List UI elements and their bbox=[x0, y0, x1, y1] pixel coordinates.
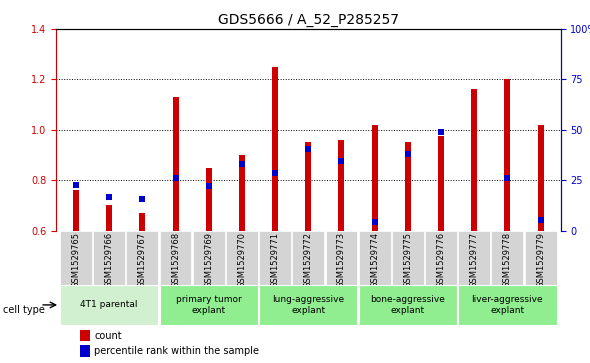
Text: GSM1529777: GSM1529777 bbox=[470, 232, 478, 288]
Text: GSM1529774: GSM1529774 bbox=[370, 232, 379, 288]
Text: GSM1529766: GSM1529766 bbox=[104, 232, 114, 288]
Bar bbox=[259, 231, 291, 285]
Text: GSM1529768: GSM1529768 bbox=[171, 232, 180, 288]
Text: GSM1529765: GSM1529765 bbox=[71, 232, 80, 288]
Text: GSM1529770: GSM1529770 bbox=[237, 232, 247, 288]
Bar bbox=[259, 285, 358, 325]
Bar bbox=[458, 285, 556, 325]
Text: GSM1529778: GSM1529778 bbox=[503, 232, 512, 288]
Bar bbox=[405, 142, 411, 231]
Text: bone-aggressive
explant: bone-aggressive explant bbox=[371, 295, 445, 315]
Text: GSM1529776: GSM1529776 bbox=[437, 232, 445, 288]
Bar bbox=[193, 231, 225, 285]
Bar bbox=[359, 285, 457, 325]
Text: GSM1529773: GSM1529773 bbox=[337, 232, 346, 288]
Bar bbox=[292, 231, 325, 285]
Bar bbox=[359, 231, 391, 285]
Bar bbox=[159, 231, 191, 285]
Text: liver-aggressive
explant: liver-aggressive explant bbox=[471, 295, 543, 315]
Bar bbox=[272, 67, 278, 231]
Bar bbox=[392, 231, 424, 285]
Bar bbox=[126, 231, 158, 285]
Bar bbox=[491, 231, 523, 285]
Text: lung-aggressive
explant: lung-aggressive explant bbox=[272, 295, 345, 315]
Text: GSM1529775: GSM1529775 bbox=[404, 232, 412, 288]
Text: GSM1529779: GSM1529779 bbox=[536, 232, 545, 288]
Bar bbox=[172, 97, 179, 231]
Bar bbox=[537, 125, 543, 231]
Bar bbox=[206, 168, 212, 231]
Text: percentile rank within the sample: percentile rank within the sample bbox=[94, 346, 260, 356]
Bar bbox=[372, 125, 378, 231]
Bar bbox=[525, 231, 556, 285]
Text: count: count bbox=[94, 331, 122, 341]
Bar bbox=[471, 90, 477, 231]
Bar bbox=[458, 231, 490, 285]
Text: GSM1529771: GSM1529771 bbox=[271, 232, 280, 288]
Bar bbox=[438, 136, 444, 231]
Bar bbox=[226, 231, 258, 285]
Bar bbox=[159, 285, 258, 325]
Bar bbox=[139, 213, 145, 231]
Bar bbox=[80, 345, 90, 357]
Text: primary tumor
explant: primary tumor explant bbox=[176, 295, 241, 315]
Bar bbox=[326, 231, 358, 285]
Text: GSM1529767: GSM1529767 bbox=[138, 232, 147, 288]
Bar bbox=[339, 140, 345, 231]
Bar bbox=[60, 231, 92, 285]
Bar bbox=[80, 330, 90, 341]
Text: GSM1529772: GSM1529772 bbox=[304, 232, 313, 288]
Title: GDS5666 / A_52_P285257: GDS5666 / A_52_P285257 bbox=[218, 13, 399, 26]
Text: GSM1529769: GSM1529769 bbox=[204, 232, 213, 288]
Text: cell type: cell type bbox=[3, 305, 45, 315]
Bar bbox=[60, 285, 158, 325]
Text: 4T1 parental: 4T1 parental bbox=[80, 301, 138, 309]
Bar bbox=[504, 79, 510, 231]
Bar bbox=[93, 231, 125, 285]
Bar bbox=[239, 155, 245, 231]
Bar bbox=[305, 142, 312, 231]
Bar bbox=[106, 205, 112, 231]
Bar bbox=[425, 231, 457, 285]
Bar bbox=[73, 190, 79, 231]
